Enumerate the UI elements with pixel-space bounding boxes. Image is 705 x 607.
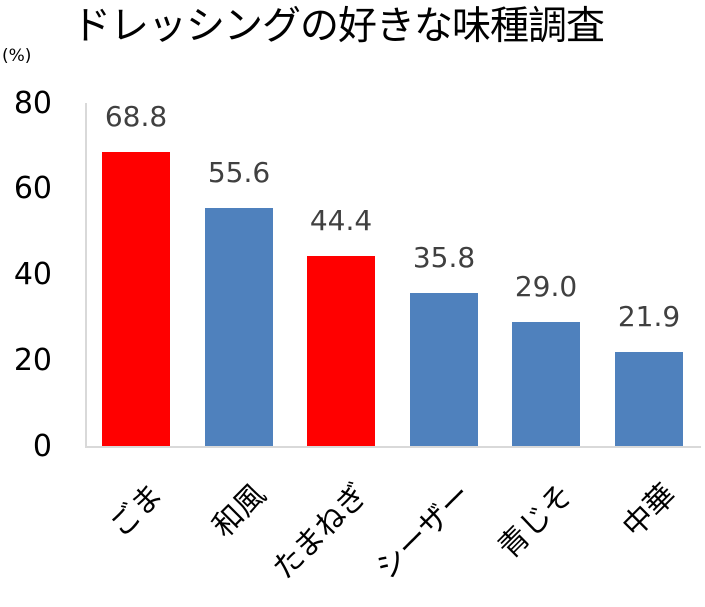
- bar-tamanegi: [307, 256, 375, 446]
- x-label-aojiso: 青じそ: [491, 477, 581, 566]
- data-label-chuka: 21.9: [617, 300, 681, 333]
- data-label-caesar: 35.8: [412, 241, 476, 274]
- y-tick-20: 20: [13, 343, 52, 378]
- y-axis-line: [85, 103, 87, 448]
- y-tick-60: 60: [13, 171, 52, 206]
- bar-chuka: [615, 352, 683, 446]
- data-label-goma: 68.8: [104, 100, 168, 133]
- data-label-tamanegi: 44.4: [309, 204, 373, 237]
- chart-title: ドレッシングの好きな味種調査: [72, 4, 605, 49]
- data-label-wafu: 55.6: [207, 156, 271, 189]
- y-axis-unit-label: (%): [2, 46, 32, 66]
- x-label-caesar: シーザー: [368, 477, 479, 587]
- x-axis-line: [85, 446, 701, 448]
- x-label-tamanegi: たまねぎ: [266, 477, 376, 587]
- bar-goma: [102, 152, 170, 446]
- data-label-aojiso: 29.0: [514, 270, 578, 303]
- bar-wafu: [205, 208, 273, 446]
- y-tick-80: 80: [13, 86, 52, 121]
- x-label-chuka: 中華: [615, 477, 684, 545]
- y-tick-40: 40: [13, 257, 52, 292]
- bar-caesar: [410, 293, 478, 446]
- bar-aojiso: [512, 322, 580, 446]
- y-tick-0: 0: [32, 429, 52, 464]
- x-label-goma: ごま: [102, 477, 171, 545]
- x-label-wafu: 和風: [205, 477, 274, 545]
